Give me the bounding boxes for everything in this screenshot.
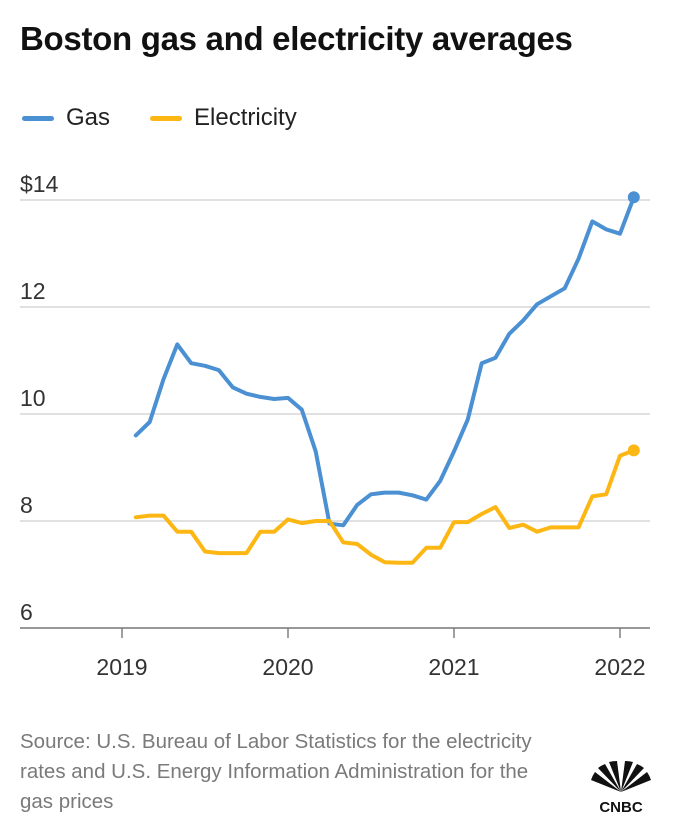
y-grid [20,199,650,629]
x-tick-label-2022: 2022 [594,654,645,680]
y-tick-label-10: 10 [20,385,46,411]
legend: Gas Electricity [22,104,337,132]
x-tick-label-2019: 2019 [96,654,147,680]
source-note: Source: U.S. Bureau of Labor Statistics … [20,730,532,813]
legend-item-electricity: Electricity [150,104,297,132]
legend-label-gas: Gas [66,104,111,131]
y-tick-labels: $14 12 10 8 6 [20,171,59,625]
legend-label-electricity: Electricity [194,104,297,131]
line-chart: $14 12 10 8 6 2019 2020 2021 2022 [20,171,650,680]
x-ticks [121,628,621,638]
y-tick-label-12: 12 [20,278,46,304]
cnbc-peacock-icon: CNBC [591,760,651,816]
x-tick-label-2020: 2020 [262,654,313,680]
chart-title: Boston gas and electricity averages [20,20,573,57]
legend-swatch-gas [22,115,54,121]
cnbc-logo-text: CNBC [599,799,642,816]
series-line-gas [133,195,636,528]
y-tick-label-14: $14 [20,171,59,197]
x-tick-label-2021: 2021 [428,654,479,680]
series-layer [133,191,640,565]
x-tick-labels: 2019 2020 2021 2022 [96,654,645,680]
y-tick-label-8: 8 [20,492,33,518]
y-tick-label-6: 6 [20,599,33,625]
series-endpoint-gas [627,191,640,204]
series-line-electricity [133,448,636,565]
legend-item-gas: Gas [22,104,110,132]
legend-swatch-electricity [150,115,183,121]
series-endpoint-electricity [627,444,640,457]
